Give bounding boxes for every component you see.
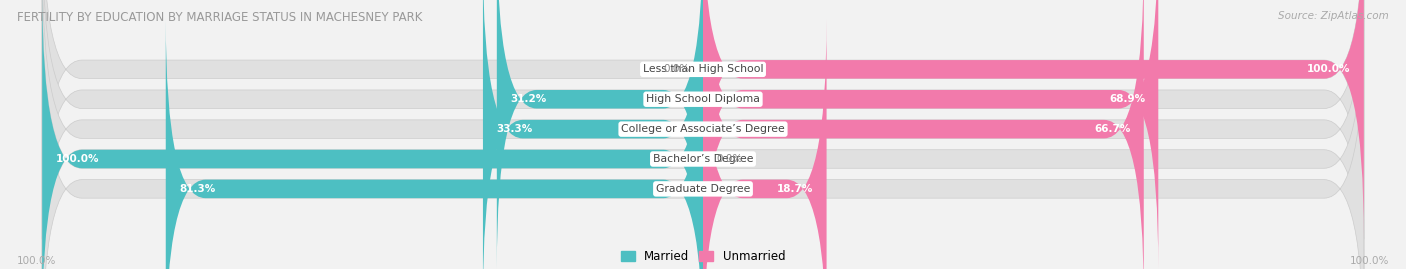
FancyBboxPatch shape — [166, 19, 703, 269]
Text: 100.0%: 100.0% — [17, 256, 56, 266]
FancyBboxPatch shape — [42, 19, 1364, 269]
FancyBboxPatch shape — [42, 0, 1364, 269]
FancyBboxPatch shape — [42, 0, 1364, 269]
FancyBboxPatch shape — [42, 0, 1364, 239]
Text: 0.0%: 0.0% — [716, 154, 742, 164]
Text: 33.3%: 33.3% — [496, 124, 533, 134]
Legend: Married, Unmarried: Married, Unmarried — [620, 250, 786, 263]
Text: 31.2%: 31.2% — [510, 94, 547, 104]
FancyBboxPatch shape — [482, 0, 703, 269]
Text: Bachelor’s Degree: Bachelor’s Degree — [652, 154, 754, 164]
FancyBboxPatch shape — [703, 0, 1143, 269]
FancyBboxPatch shape — [42, 0, 1364, 269]
Text: Source: ZipAtlas.com: Source: ZipAtlas.com — [1278, 11, 1389, 21]
Text: 66.7%: 66.7% — [1094, 124, 1130, 134]
FancyBboxPatch shape — [42, 0, 703, 269]
Text: 68.9%: 68.9% — [1109, 94, 1144, 104]
Text: 18.7%: 18.7% — [778, 184, 813, 194]
FancyBboxPatch shape — [703, 0, 1364, 239]
Text: Less than High School: Less than High School — [643, 64, 763, 74]
Text: 100.0%: 100.0% — [1350, 256, 1389, 266]
Text: College or Associate’s Degree: College or Associate’s Degree — [621, 124, 785, 134]
FancyBboxPatch shape — [703, 0, 1159, 269]
FancyBboxPatch shape — [703, 19, 827, 269]
Text: 0.0%: 0.0% — [664, 64, 690, 74]
Text: High School Diploma: High School Diploma — [647, 94, 759, 104]
Text: 100.0%: 100.0% — [55, 154, 98, 164]
Text: FERTILITY BY EDUCATION BY MARRIAGE STATUS IN MACHESNEY PARK: FERTILITY BY EDUCATION BY MARRIAGE STATU… — [17, 11, 422, 24]
Text: 81.3%: 81.3% — [179, 184, 215, 194]
Text: 100.0%: 100.0% — [1308, 64, 1351, 74]
FancyBboxPatch shape — [496, 0, 703, 269]
Text: Graduate Degree: Graduate Degree — [655, 184, 751, 194]
